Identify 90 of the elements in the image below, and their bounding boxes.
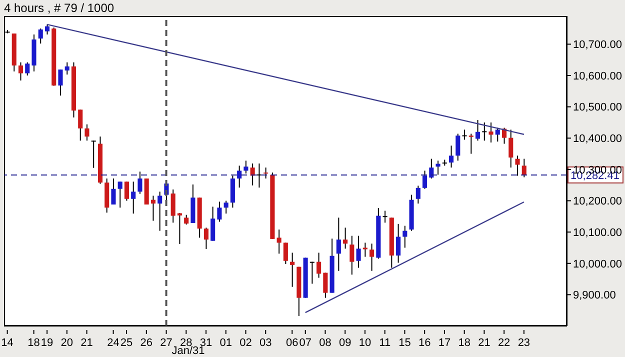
candlestick [58, 69, 63, 96]
candlestick [488, 122, 494, 144]
candlestick [310, 261, 314, 284]
candlestick [350, 235, 354, 276]
candlestick [25, 62, 30, 76]
x-tick-label: 07 [299, 337, 312, 349]
y-tick-label: 10,200.00 [573, 196, 622, 208]
candlestick [138, 171, 142, 194]
x-tick-label: 21 [478, 337, 490, 349]
candlestick [78, 109, 83, 142]
chart-title: 4 hours , # 79 / 1000 [4, 1, 114, 15]
candlestick [382, 210, 388, 224]
candlestick [118, 181, 122, 208]
x-tick-label: 03 [260, 337, 272, 349]
candlestick [91, 140, 96, 168]
x-tick-label: 25 [120, 337, 133, 349]
x-tick-label: 19 [40, 337, 54, 349]
y-tick-label: 10,000.00 [573, 258, 622, 270]
candlestick [508, 129, 514, 168]
candlestick [356, 235, 361, 268]
candlestick [84, 124, 90, 142]
candlestick [290, 252, 295, 288]
candlestick [396, 223, 401, 264]
candlestick [316, 252, 322, 278]
candlestick [150, 195, 156, 222]
x-tick-label: 24 [107, 337, 120, 349]
candlestick [111, 178, 116, 206]
x-tick-label: 09 [338, 337, 352, 349]
x-tick-label: 22 [498, 337, 510, 349]
candlestick [515, 155, 520, 176]
x-tick-label: 08 [319, 337, 332, 349]
candlestick [475, 119, 480, 142]
x-tick-label: 06 [286, 337, 298, 349]
candlestick [64, 62, 70, 76]
y-tick-label: 10,500.00 [573, 102, 622, 114]
candlestick [18, 62, 24, 82]
candlestick [124, 181, 129, 202]
x-tick-label: 20 [60, 337, 74, 349]
candlestick [170, 188, 176, 224]
x-tick-label: 16 [418, 337, 431, 349]
candlestick [429, 158, 434, 180]
candlestick [336, 217, 341, 272]
candlestick [370, 243, 374, 272]
x-tick-label: 18 [458, 337, 470, 349]
candlestick [449, 145, 454, 168]
y-tick-label: 10,100.00 [573, 226, 622, 239]
candlestick [362, 242, 368, 258]
candlestick [343, 227, 348, 250]
x-tick-label: 11 [379, 337, 391, 349]
x-tick-label: 01 [220, 337, 232, 349]
candlestick [422, 170, 428, 190]
y-tick-label: 10,700.00 [573, 39, 622, 52]
candlestick [456, 133, 460, 162]
x-tick-label: 14 [1, 337, 14, 349]
x-tick-label: 18 [28, 337, 40, 349]
candlestick [244, 160, 248, 174]
y-tick-label: 10,400.00 [573, 133, 622, 146]
x-tick-label: 17 [438, 337, 451, 349]
candlestick [482, 122, 487, 142]
candlestick [237, 165, 242, 188]
candlestick [210, 206, 216, 242]
x-tick-label: 02 [240, 337, 252, 349]
candlestick [416, 185, 420, 204]
candlestick [522, 158, 526, 178]
candlestick [38, 28, 43, 44]
candlestick [264, 167, 268, 180]
candlestick [502, 127, 507, 144]
x-tick-label: 26 [140, 337, 153, 349]
x-tick-label: 10 [358, 337, 372, 349]
candlestick [276, 229, 282, 254]
x-tick-label: 15 [398, 337, 411, 349]
candlestick [402, 225, 408, 248]
candlestick [177, 212, 182, 244]
y-tick-label: 10,600.00 [573, 70, 622, 82]
y-tick-label: 9,900.00 [573, 290, 616, 302]
candlestick [224, 200, 228, 214]
candlestick [217, 201, 222, 222]
candlestick [131, 181, 136, 214]
x-tick-label: 21 [80, 337, 93, 349]
x-tick-label: 27 [160, 337, 172, 349]
candlestick [184, 214, 189, 226]
candlestick [495, 127, 500, 142]
candlestick [204, 227, 208, 250]
candlestick [158, 191, 162, 232]
candlestick [283, 242, 288, 264]
candlestick [44, 24, 50, 35]
candlestick [468, 133, 474, 154]
candlestick [462, 129, 467, 140]
candlestick [323, 272, 328, 298]
x-tick-label: 23 [518, 337, 530, 349]
